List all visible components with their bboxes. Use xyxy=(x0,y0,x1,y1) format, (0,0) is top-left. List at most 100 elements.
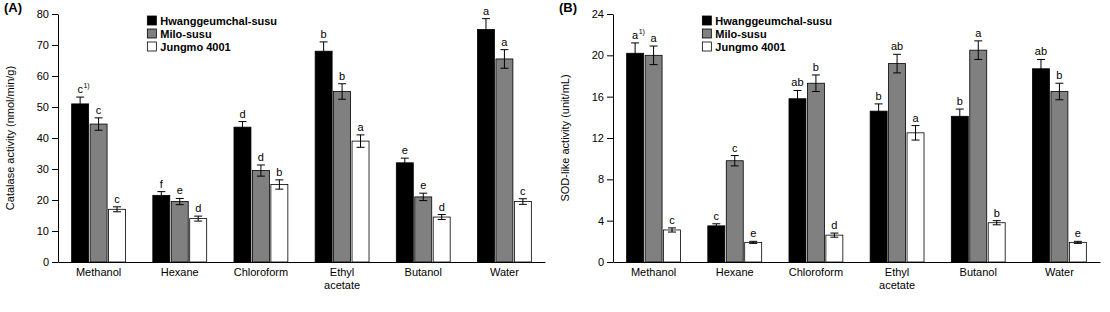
y-axis: 04812162024 xyxy=(592,8,614,268)
error-bar xyxy=(1055,83,1063,100)
error-bar xyxy=(238,122,246,133)
error-bar-cap xyxy=(338,83,346,84)
x-tick: Hexane xyxy=(161,266,199,278)
significance-letter: e xyxy=(402,144,408,156)
error-bar-cap xyxy=(500,68,508,69)
bar xyxy=(315,51,332,262)
error-bar-cap xyxy=(76,110,84,111)
error-bar-cap xyxy=(76,97,84,98)
legend-label: Hwanggeumchal-susu xyxy=(715,15,832,27)
error-bar xyxy=(519,199,527,205)
error-bar-cap xyxy=(668,232,676,233)
y-tick: 40 xyxy=(37,132,58,144)
error-bar-cap xyxy=(749,243,757,244)
error-bar-stem xyxy=(342,84,343,100)
legend-item: Milo-susu xyxy=(147,28,211,40)
y-tick-label: 50 xyxy=(37,101,49,113)
y-tick-label: 60 xyxy=(37,70,49,82)
error-bar xyxy=(76,97,84,111)
error-bar xyxy=(650,46,658,65)
error-bar-stem xyxy=(279,180,280,189)
y-tick: 12 xyxy=(592,132,613,144)
error-bar-stem xyxy=(834,233,835,237)
y-tick: 16 xyxy=(592,91,613,103)
error-bar-cap xyxy=(320,60,328,61)
y-tick-mark xyxy=(52,76,58,77)
error-bar-stem xyxy=(260,165,261,176)
bar xyxy=(72,104,89,262)
y-tick-label: 24 xyxy=(592,8,604,20)
bar xyxy=(645,55,662,262)
error-bar-stem xyxy=(672,228,673,232)
y-tick-label: 0 xyxy=(43,256,49,268)
legend: Hwanggeumchal-susuMilo-susuJungmo 4001 xyxy=(702,15,832,53)
significance-letter: a xyxy=(975,27,982,39)
error-bar-stem xyxy=(978,41,979,60)
significance-letter: b xyxy=(276,166,282,178)
series xyxy=(664,126,1087,262)
significance-letter: b xyxy=(321,28,327,40)
legend-label: Milo-susu xyxy=(715,28,766,40)
error-bar-stem xyxy=(915,126,916,140)
error-bar xyxy=(812,75,820,92)
error-bar xyxy=(830,233,838,237)
y-tick-label: 8 xyxy=(598,173,604,185)
bar xyxy=(252,171,269,262)
x-tick: Methanol xyxy=(631,266,676,278)
x-tick: Hexane xyxy=(716,266,754,278)
x-tick: Butanol xyxy=(405,266,442,278)
error-bar-stem xyxy=(959,109,960,123)
legend-label: Jungmo 4001 xyxy=(715,41,785,53)
bar xyxy=(271,185,288,263)
bar xyxy=(234,127,251,262)
significance-letter: c xyxy=(714,210,720,222)
error-bar-cap xyxy=(993,224,1001,225)
significance-letter: e xyxy=(177,184,183,196)
bar xyxy=(415,197,432,262)
significance-letter: b xyxy=(876,90,882,102)
error-bar xyxy=(357,135,365,147)
bar xyxy=(870,111,887,262)
y-axis-line xyxy=(613,15,614,263)
error-bar xyxy=(875,104,883,118)
error-bar-cap xyxy=(993,220,1001,221)
x-tick: Chloroform xyxy=(234,266,288,278)
error-bar-stem xyxy=(423,193,424,200)
error-bar-stem xyxy=(360,135,361,147)
y-tick: 10 xyxy=(37,225,58,237)
significance-letter: e xyxy=(750,227,756,239)
error-bar xyxy=(113,207,121,212)
error-bar xyxy=(500,50,508,69)
error-bar-cap xyxy=(830,233,838,234)
y-tick: 20 xyxy=(37,194,58,206)
series xyxy=(109,135,532,262)
y-tick-mark xyxy=(52,200,58,201)
panel: 04812162024MethanolHexaneChloroformEthyl… xyxy=(559,0,1101,291)
x-tick-label: Methanol xyxy=(631,266,676,278)
error-bar-stem xyxy=(404,158,405,167)
error-bar-cap xyxy=(194,216,202,217)
y-tick-mark xyxy=(52,107,58,108)
significance-letter: d xyxy=(195,202,201,214)
bar xyxy=(789,99,806,262)
x-tick-label: Hexane xyxy=(716,266,754,278)
bar xyxy=(190,219,207,262)
y-tick: 30 xyxy=(37,163,58,175)
bar xyxy=(352,141,369,262)
significance-letter: c xyxy=(520,185,526,197)
legend-item: Hwanggeumchal-susu xyxy=(147,15,277,27)
error-bar-cap xyxy=(519,198,527,199)
error-bar-stem xyxy=(117,207,118,212)
x-tick: Water xyxy=(1045,266,1074,278)
error-bar-cap xyxy=(974,59,982,60)
x-tick-label: Ethylacetate xyxy=(324,266,360,291)
error-bar-cap xyxy=(500,49,508,50)
legend-item: Hwanggeumchal-susu xyxy=(702,15,832,27)
error-bar-cap xyxy=(95,130,103,131)
series xyxy=(645,41,1068,262)
error-bar-cap xyxy=(482,18,490,19)
bar xyxy=(951,116,968,262)
significance-letter: ab xyxy=(791,76,803,88)
error-bar xyxy=(993,221,1001,225)
error-bar xyxy=(482,19,490,41)
